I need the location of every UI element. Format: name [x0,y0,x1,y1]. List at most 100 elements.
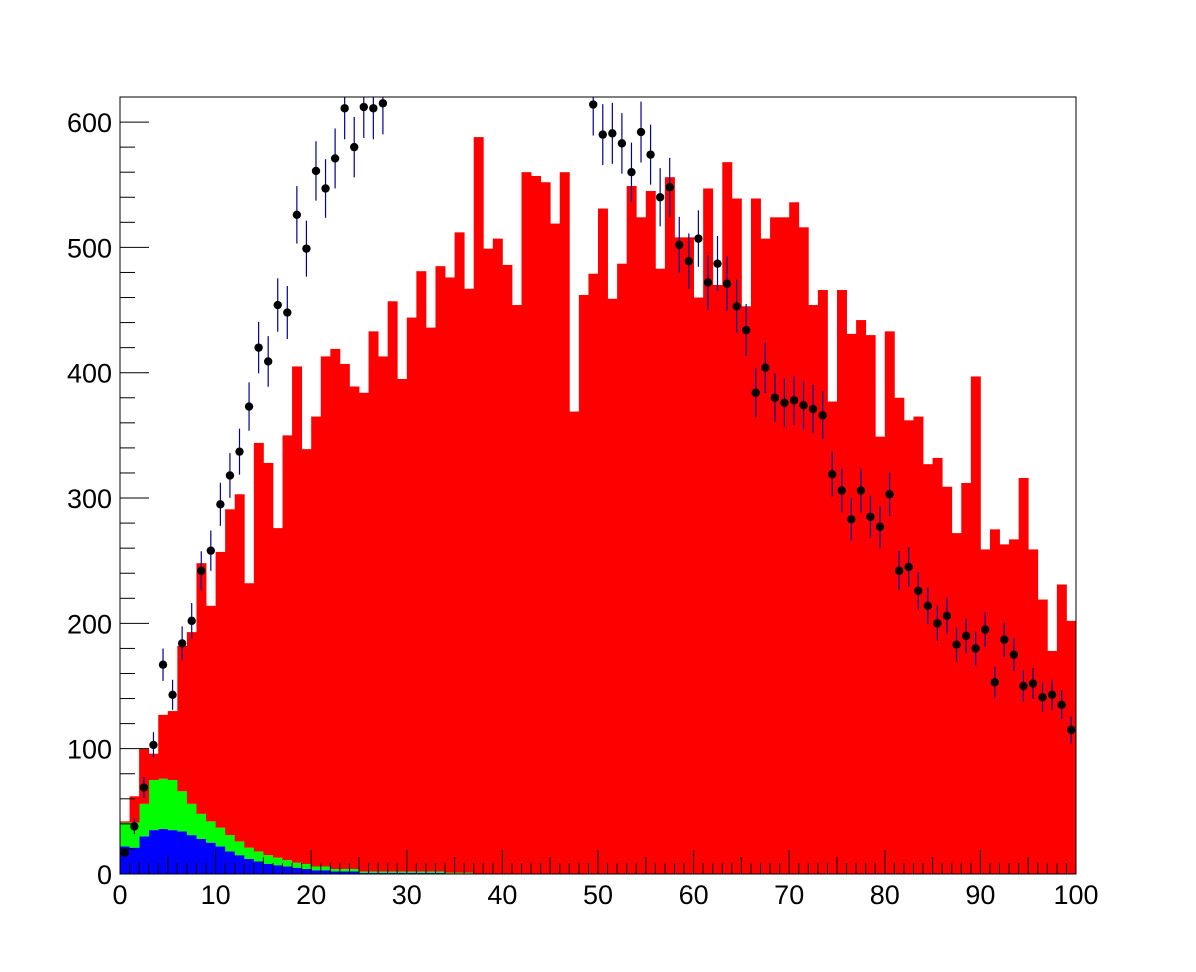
bar-red [961,482,972,874]
bar-red [531,175,542,874]
data-point [1000,635,1009,644]
data-point [158,660,168,669]
data-point [694,234,703,243]
axes: 0 10 20 30 40 50 60 70 80 90 100 0 100 200 300 400 500 60… [67,96,1099,910]
y-tick-label: 300 [67,484,112,514]
bar-red [349,386,360,869]
data-point [350,142,359,152]
x-tick-label: 100 [1053,880,1098,910]
data-point [799,401,808,410]
x-tick-label: 60 [679,880,709,910]
bar-red [292,366,303,863]
data-point [330,154,340,163]
bar-red [636,217,647,874]
bar-green [292,862,303,868]
bar-green [425,871,436,873]
bar-red [511,305,522,874]
data-point [216,500,225,509]
bar-red [464,288,475,873]
data-point [942,611,952,621]
data-point [627,167,636,177]
bar-blue [186,835,197,874]
bar-red [540,182,551,874]
bar-red [999,544,1010,874]
data-point [187,616,196,626]
x-tick-label: 90 [965,880,995,910]
data-point [675,240,684,250]
bar-red [894,397,905,874]
bar-red [445,277,455,873]
y-tick-label: 200 [67,609,112,639]
bar-blue [263,863,274,874]
bar-blue [339,871,350,874]
bar-red [167,711,178,781]
data-point [646,150,655,159]
bar-red [263,462,274,856]
bar-red [684,237,694,874]
bar-green [445,872,455,874]
bar-blue [416,872,427,874]
bar-green [120,822,130,847]
bar-red [789,202,800,874]
stacked-bars [120,137,1076,874]
data-points [120,97,1076,858]
bar-red [617,263,628,874]
bar-blue [292,867,303,874]
bar-red [215,551,226,828]
bar-red [655,268,666,874]
bar-red [234,494,245,842]
data-point [1067,725,1076,735]
bar-green [215,827,226,847]
data-point [302,244,311,253]
bar-red [416,271,427,872]
bar-red [770,217,781,874]
bar-green [206,821,216,843]
bar-green [387,871,398,873]
bar-blue [320,870,331,874]
data-point [837,486,846,495]
data-point [703,278,713,287]
data-point [273,300,282,310]
bar-blue [206,842,216,874]
bar-red [425,327,436,872]
bar-red [483,248,494,874]
data-point [378,99,388,108]
bar-green [330,868,341,872]
bar-red [387,301,398,872]
data-point [961,631,971,641]
data-point [894,566,904,575]
bar-blue [225,851,236,874]
bar-red [722,162,733,874]
data-point [636,127,646,137]
bar-green [454,872,465,874]
data-point [149,740,158,750]
bar-red [674,237,685,874]
bar-blue [282,866,293,874]
data-point [780,398,789,407]
bar-green [129,822,140,848]
bar-red [951,533,962,874]
bar-blue [368,872,379,874]
data-point [990,678,999,687]
bar-blue [406,872,417,874]
bar-red [664,177,675,874]
bar-red [502,264,513,874]
bar-blue [215,846,226,874]
bar-green [139,803,150,837]
bar-red [712,284,723,874]
data-point [761,363,770,372]
data-point [828,470,837,479]
y-tick-label: 600 [67,108,112,138]
bar-green [368,871,379,873]
data-point [789,396,799,405]
bar-red [397,378,408,872]
bar-red [923,464,933,874]
bar-green [464,872,475,874]
data-point [263,357,273,366]
bar-red [1066,620,1076,874]
data-point [120,848,129,857]
bar-red [588,273,599,874]
x-tick-label: 20 [296,880,326,910]
bar-red [454,232,465,873]
bar-red [703,188,714,874]
